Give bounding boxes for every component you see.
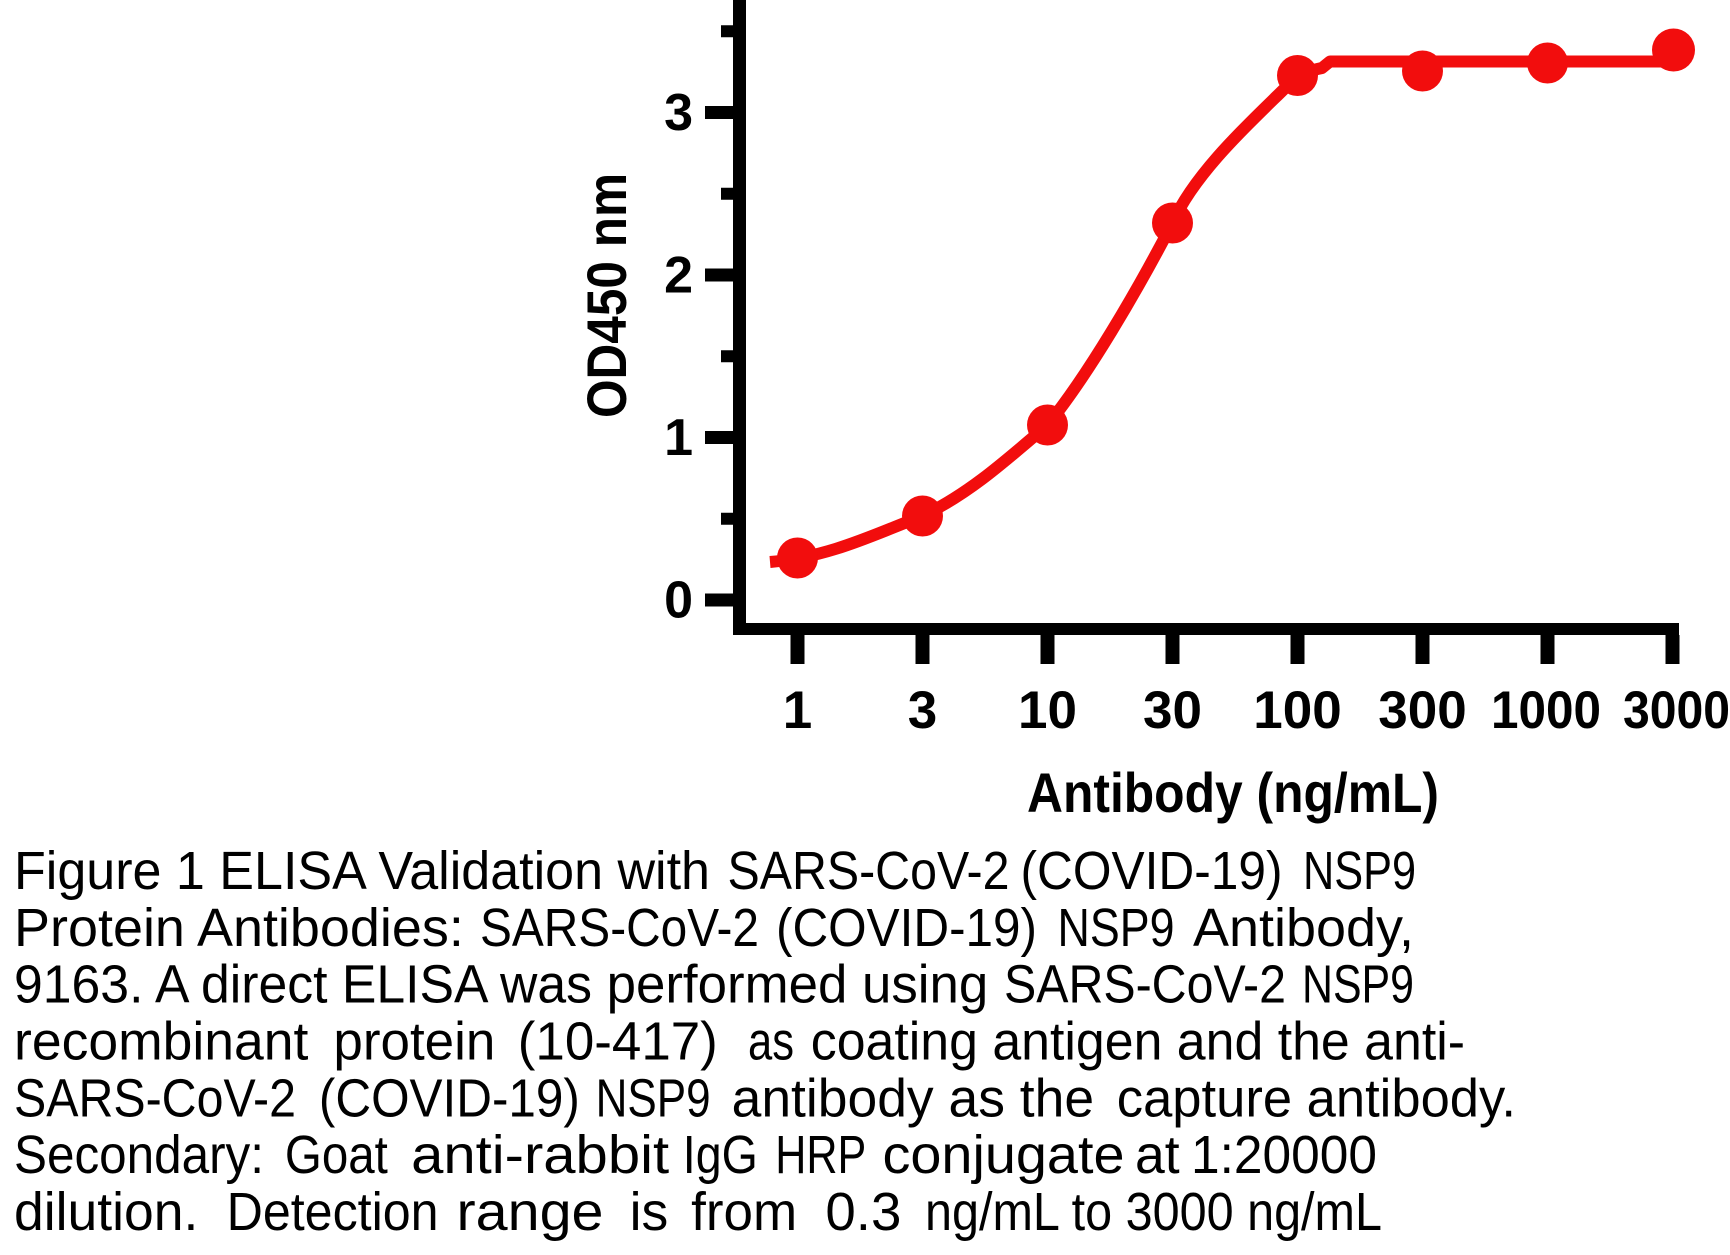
svg-text:30: 30 bbox=[1143, 681, 1202, 740]
svg-text:3: 3 bbox=[908, 681, 937, 740]
svg-text:2: 2 bbox=[664, 247, 693, 305]
svg-text:100: 100 bbox=[1253, 681, 1341, 740]
svg-text:1: 1 bbox=[664, 409, 693, 467]
svg-text:1000: 1000 bbox=[1491, 681, 1601, 740]
svg-text:3: 3 bbox=[664, 84, 693, 142]
svg-text:Antibody (ng/mL): Antibody (ng/mL) bbox=[1027, 761, 1439, 824]
svg-text:OD450 nm: OD450 nm bbox=[575, 173, 638, 418]
svg-text:Protein Antibodies:SARS-CoV-2(: Protein Antibodies: SARS-CoV-2 (COVID-19) N… bbox=[14, 899, 1414, 958]
svg-text:Figure 1 ELISA Validation with: Figure 1 ELISA Validation with SARS-CoV-2… bbox=[14, 842, 1416, 901]
svg-text:0: 0 bbox=[664, 572, 693, 630]
svg-text:10: 10 bbox=[1018, 681, 1077, 740]
svg-text:300: 300 bbox=[1378, 681, 1466, 740]
svg-text:1: 1 bbox=[783, 681, 812, 740]
svg-text:3000: 3000 bbox=[1623, 681, 1730, 740]
